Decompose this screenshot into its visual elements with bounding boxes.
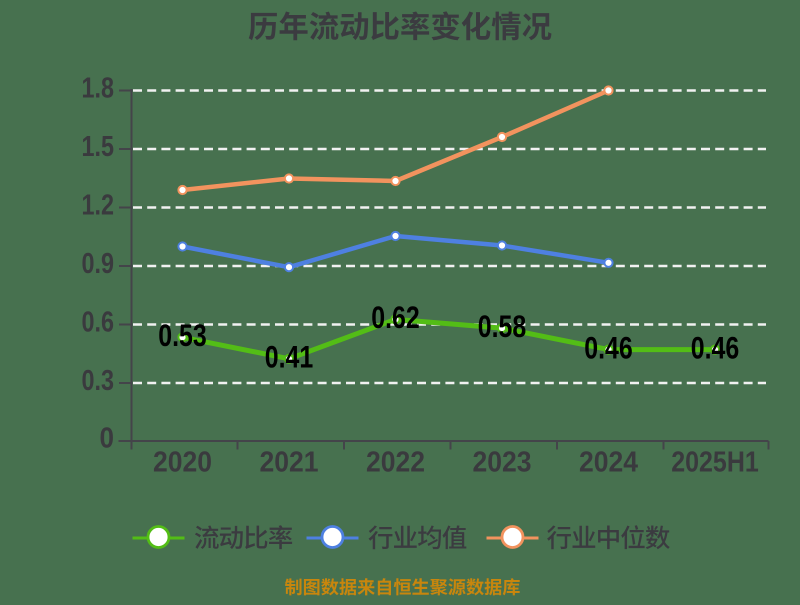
svg-text:0.46: 0.46 xyxy=(691,329,740,365)
svg-text:2020: 2020 xyxy=(153,447,212,479)
svg-text:0: 0 xyxy=(100,422,115,454)
svg-text:0.62: 0.62 xyxy=(371,299,420,335)
svg-text:1.5: 1.5 xyxy=(82,131,115,163)
svg-text:2021: 2021 xyxy=(260,447,319,479)
svg-text:1.8: 1.8 xyxy=(82,72,115,104)
svg-text:0.3: 0.3 xyxy=(82,365,115,397)
svg-text:0.41: 0.41 xyxy=(265,339,314,375)
svg-text:2023: 2023 xyxy=(473,447,532,479)
svg-text:0.6: 0.6 xyxy=(82,306,115,338)
svg-text:2022: 2022 xyxy=(366,447,425,479)
svg-text:0.9: 0.9 xyxy=(82,248,115,280)
svg-text:0.46: 0.46 xyxy=(584,329,633,365)
svg-text:2025H1: 2025H1 xyxy=(671,447,759,479)
svg-text:0.53: 0.53 xyxy=(158,317,207,353)
svg-text:1.2: 1.2 xyxy=(82,189,115,221)
svg-text:2024: 2024 xyxy=(579,447,638,479)
svg-text:0.58: 0.58 xyxy=(478,308,527,344)
